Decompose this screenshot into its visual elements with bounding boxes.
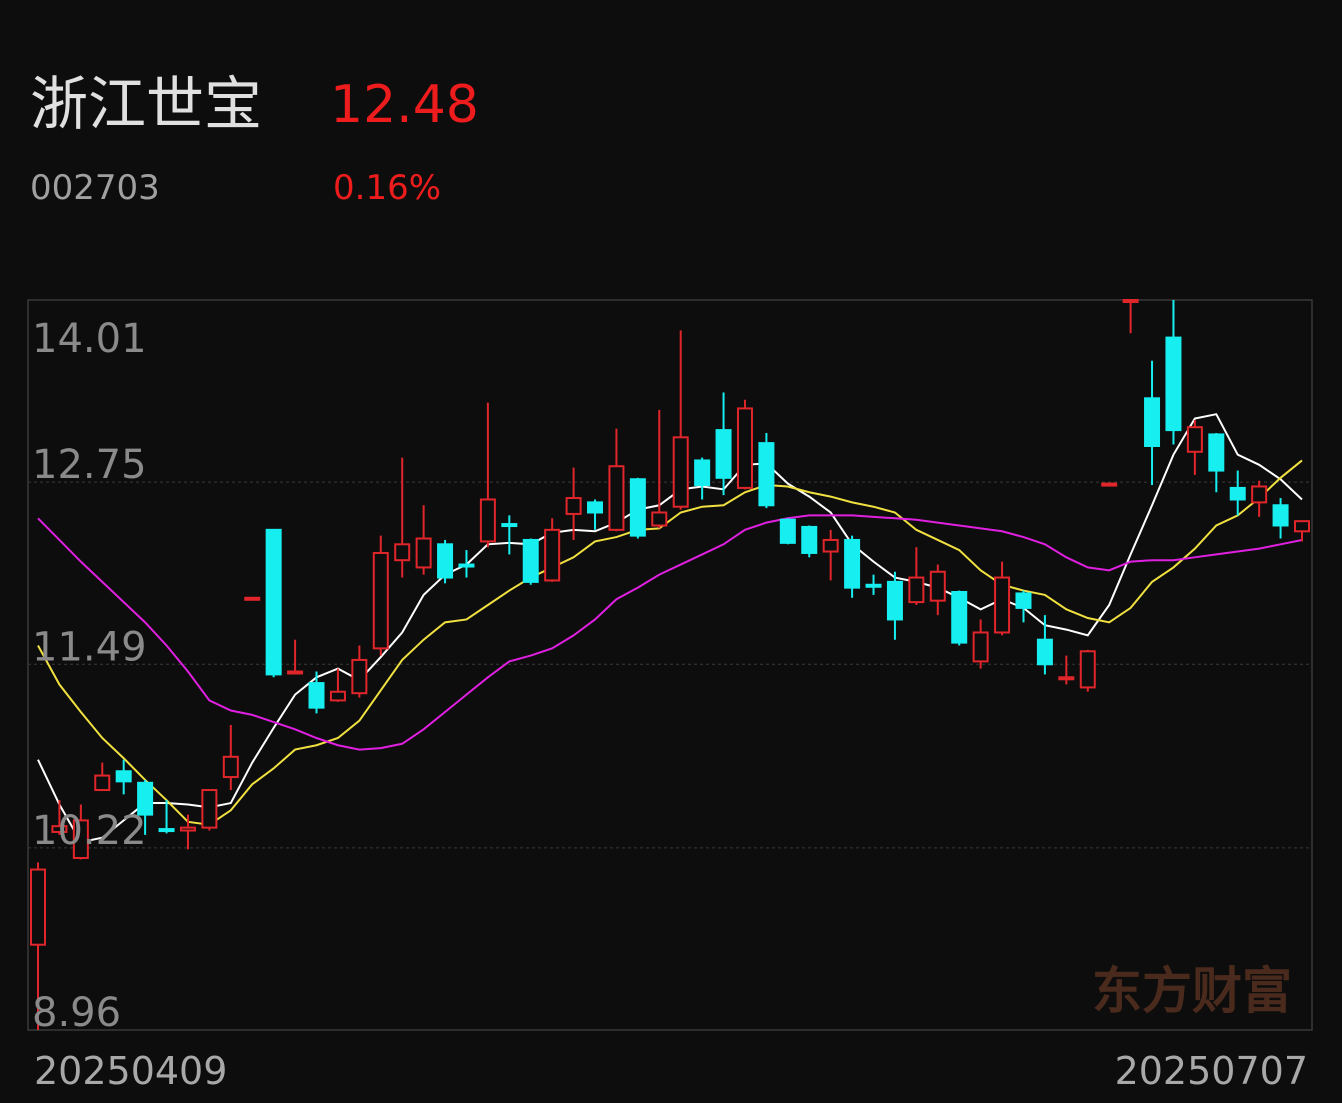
candle-body — [886, 580, 903, 621]
candle-body — [844, 538, 861, 589]
candle-body — [458, 563, 475, 568]
candle-body — [1101, 482, 1118, 487]
stock-code: 002703 — [30, 168, 160, 208]
candle-body — [1058, 676, 1075, 681]
candle-body — [672, 436, 689, 508]
candle-body — [137, 781, 154, 816]
candle-body — [565, 497, 582, 515]
candle-body — [608, 465, 625, 531]
candle-body — [972, 631, 989, 663]
candle-body — [522, 538, 539, 583]
candle-body — [865, 583, 882, 588]
candle-body — [908, 576, 925, 604]
candle-body — [329, 690, 346, 702]
candle-body — [415, 537, 432, 569]
candle-body — [1122, 299, 1139, 303]
candle-body — [222, 755, 239, 779]
candle-body — [1251, 485, 1268, 504]
y-tick-label: 10.22 — [32, 808, 147, 854]
ma-line — [37, 514, 1303, 751]
candle-body — [822, 538, 839, 553]
candle-body — [1229, 486, 1246, 501]
candle-body — [30, 868, 46, 946]
candle-body — [437, 543, 454, 579]
candle-body — [544, 528, 561, 582]
stock-name: 浙江世宝 — [30, 70, 262, 138]
candle-body — [1144, 397, 1161, 447]
candle-body — [372, 551, 389, 650]
candle-body — [1294, 520, 1310, 533]
y-tick-label: 8.96 — [32, 990, 121, 1036]
candle-body — [1208, 433, 1225, 472]
candle-body — [1079, 650, 1096, 689]
candle-body — [1015, 592, 1032, 609]
candle-body — [244, 596, 261, 601]
y-tick-label: 12.75 — [32, 442, 147, 488]
candle-body — [994, 576, 1011, 634]
candle-body — [94, 774, 111, 792]
watermark: 东方财富 — [1092, 962, 1292, 1020]
ma-line — [37, 459, 1303, 826]
candle-body — [308, 682, 325, 709]
price-change: 0.16% — [333, 168, 441, 208]
candle-body — [929, 570, 946, 602]
candle-body — [287, 670, 304, 675]
candle-body — [1036, 638, 1053, 666]
x-tick-label: 20250409 — [34, 1049, 227, 1093]
ma-line — [37, 413, 1303, 844]
candle-body — [587, 501, 604, 514]
candle-body — [115, 770, 132, 783]
candle-body — [715, 429, 732, 479]
x-tick-label: 20250707 — [1115, 1049, 1308, 1093]
stock-price: 12.48 — [330, 75, 479, 135]
candle-body — [179, 826, 196, 832]
candle-body — [801, 525, 818, 554]
candle-body — [351, 658, 368, 695]
candle-body — [1186, 426, 1203, 453]
candle-body — [501, 523, 518, 528]
candle-body — [779, 518, 796, 544]
candle-body — [265, 528, 282, 676]
candle-body — [736, 407, 753, 489]
candle-body — [158, 828, 175, 833]
candle-body — [651, 511, 668, 527]
y-tick-label: 11.49 — [32, 624, 147, 670]
candle-body — [694, 459, 711, 487]
candle-body — [51, 825, 68, 833]
candle-body — [201, 789, 218, 829]
candle-body — [951, 591, 968, 644]
candle-body — [1272, 504, 1289, 527]
candle-body — [1165, 336, 1182, 432]
candle-body — [394, 543, 411, 562]
candle-body — [758, 442, 775, 507]
y-tick-label: 14.01 — [32, 316, 147, 362]
candle-body — [629, 478, 646, 537]
candle-body — [479, 498, 496, 543]
candle-body — [72, 819, 89, 859]
